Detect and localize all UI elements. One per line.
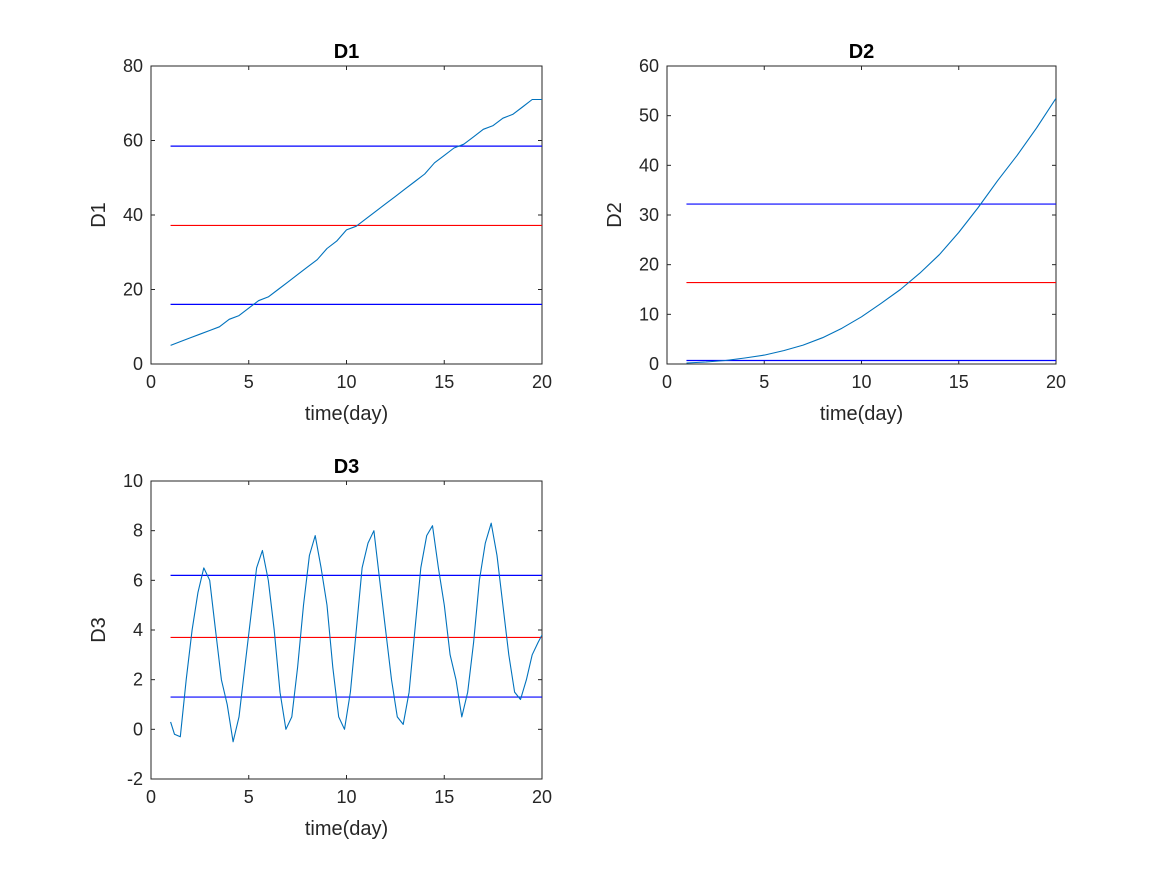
y-tick-label-2-4: 40 xyxy=(639,155,659,175)
series-line-2-0 xyxy=(686,97,1056,364)
x-axis-label-3: time(day) xyxy=(305,818,388,840)
y-tick-label-1-0: 0 xyxy=(133,354,143,374)
x-tick-label-2-4: 20 xyxy=(1046,372,1066,392)
y-tick-label-3-6: 10 xyxy=(123,471,143,491)
y-tick-label-3-5: 8 xyxy=(133,521,143,541)
y-tick-label-2-5: 50 xyxy=(639,106,659,126)
axes-box-3 xyxy=(150,480,543,780)
x-tick-label-3-4: 20 xyxy=(532,787,552,807)
y-tick-label-1-2: 40 xyxy=(123,205,143,225)
y-tick-label-1-1: 20 xyxy=(123,280,143,300)
series-line-3-0 xyxy=(170,522,542,743)
x-tick-label-3-2: 10 xyxy=(336,787,356,807)
subplot-1: 0 5 10 15 20 0 20 40 60 80 D1 time(day) D1 xyxy=(88,41,552,425)
y-axis-label-1: D1 xyxy=(88,202,110,228)
series-line-1-0 xyxy=(170,98,542,346)
x-tick-label-1-2: 10 xyxy=(336,372,356,392)
x-axis-label-2: time(day) xyxy=(820,403,903,425)
x-tick-label-1-4: 20 xyxy=(532,372,552,392)
subplot-2: 0 5 10 15 20 0 10 20 30 40 50 60 D2 time(day) D2 xyxy=(604,41,1066,425)
y-tick-label-3-3: 4 xyxy=(133,620,143,640)
x-tick-label-2-0: 0 xyxy=(662,372,672,392)
x-tick-label-2-2: 10 xyxy=(851,372,871,392)
y-tick-label-3-0: -2 xyxy=(127,769,143,789)
x-tick-label-3-0: 0 xyxy=(146,787,156,807)
y-axis-label-3: D3 xyxy=(88,617,110,643)
x-tick-label-2-1: 5 xyxy=(759,372,769,392)
chart-title-1: D1 xyxy=(334,41,360,63)
x-tick-label-1-0: 0 xyxy=(146,372,156,392)
x-axis-label-1: time(day) xyxy=(305,403,388,425)
y-tick-label-1-3: 60 xyxy=(123,131,143,151)
y-tick-label-2-2: 20 xyxy=(639,255,659,275)
axes-box-2 xyxy=(666,65,1057,365)
y-tick-label-2-0: 0 xyxy=(649,354,659,374)
x-tick-label-1-1: 5 xyxy=(244,372,254,392)
y-tick-label-2-6: 60 xyxy=(639,56,659,76)
y-tick-label-2-1: 10 xyxy=(639,304,659,324)
y-tick-label-3-1: 0 xyxy=(133,719,143,739)
y-tick-label-3-4: 6 xyxy=(133,570,143,590)
y-tick-label-3-2: 2 xyxy=(133,670,143,690)
x-tick-label-3-3: 15 xyxy=(434,787,454,807)
axes-box-1 xyxy=(150,65,543,365)
y-tick-label-1-4: 80 xyxy=(123,56,143,76)
x-tick-label-1-3: 15 xyxy=(434,372,454,392)
y-axis-label-2: D2 xyxy=(604,202,626,228)
y-tick-label-2-3: 30 xyxy=(639,205,659,225)
x-tick-label-2-3: 15 xyxy=(949,372,969,392)
chart-title-2: D2 xyxy=(849,41,875,63)
chart-title-3: D3 xyxy=(334,456,360,478)
x-tick-label-3-1: 5 xyxy=(244,787,254,807)
